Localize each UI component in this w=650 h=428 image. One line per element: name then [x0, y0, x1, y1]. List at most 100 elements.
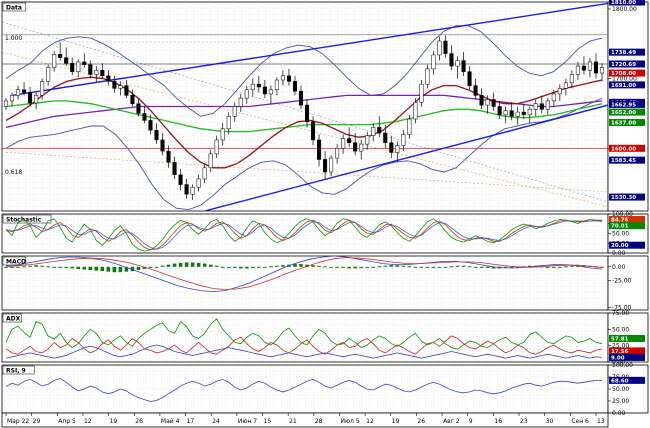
- y-tick-label: -75.00: [612, 304, 632, 311]
- macd-histogram-bar: [269, 266, 273, 268]
- channel-lower-line: [204, 104, 608, 211]
- candle-body: [268, 89, 273, 95]
- macd-histogram-bar: [148, 266, 153, 268]
- panel-label-box: [2, 2, 27, 12]
- candle-body: [166, 150, 171, 163]
- candle-body: [533, 103, 538, 110]
- macd-histogram-bar: [449, 266, 454, 268]
- candle-body: [539, 103, 544, 110]
- y-tick-label: 0.00: [612, 264, 626, 271]
- x-tick-label: Июн 7: [238, 418, 257, 425]
- macd-histogram-bar: [160, 265, 165, 267]
- candle-body: [52, 54, 57, 68]
- x-tick-label: Июл 5: [340, 418, 359, 425]
- panel-label-box: [2, 313, 22, 323]
- value-tag-label: 1662.95: [611, 102, 636, 108]
- axis-frame: [607, 364, 649, 414]
- axis-frame: [607, 255, 649, 311]
- candle-body: [196, 178, 201, 188]
- panel-label: ADX: [6, 316, 21, 323]
- macd-histogram-bar: [46, 266, 50, 268]
- y-tick-label: 75.00: [612, 310, 629, 317]
- candle-body: [419, 83, 424, 103]
- y-tick-label: 0.00: [612, 250, 626, 257]
- value-tag: [609, 222, 645, 230]
- macd-histogram-bar: [52, 266, 56, 268]
- panel-label-box: [2, 365, 35, 375]
- candle-body: [575, 65, 580, 75]
- x-tick-label: 23: [520, 418, 528, 425]
- macd-histogram-bar: [485, 266, 490, 268]
- macd-histogram-bar: [64, 266, 68, 268]
- macd-histogram-bar: [166, 264, 171, 267]
- macd-histogram-bar: [58, 266, 62, 268]
- fib-fan-line: [2, 51, 608, 208]
- macd-histogram-bar: [142, 266, 147, 269]
- macd-histogram-bar: [94, 266, 99, 271]
- candle-body: [70, 63, 75, 72]
- value-tag-label: 1691.00: [611, 83, 636, 89]
- value-tag: [609, 156, 645, 164]
- value-tag-label: 70.01: [611, 224, 629, 230]
- value-tag-label: 1810.00: [611, 0, 636, 6]
- macd-histogram-bar: [395, 265, 400, 267]
- y-tick-label: 50.00: [612, 386, 629, 393]
- x-tick-label: 12: [84, 418, 92, 425]
- macd-histogram-bar: [558, 266, 562, 268]
- candle-body: [485, 99, 490, 106]
- candle-body: [569, 74, 574, 84]
- panel-adx: 75.00 50.00 25.00 0.00 ADX 57.81 17.569.00: [1, 310, 649, 366]
- candle-body: [491, 99, 496, 107]
- macd-histogram-bar: [570, 265, 574, 267]
- macd-histogram-bar: [317, 265, 321, 267]
- candle-body: [317, 139, 322, 160]
- x-tick-label: 26: [417, 418, 425, 425]
- macd-histogram-bar: [238, 266, 243, 269]
- value-tag: [609, 100, 645, 108]
- macd-histogram-bar: [371, 266, 376, 268]
- macd-histogram-bar: [546, 266, 550, 268]
- y-tick-label: 25.00: [612, 398, 629, 405]
- candle-body: [323, 159, 328, 173]
- value-tag: [609, 241, 645, 249]
- candle-body: [377, 127, 382, 134]
- macd-histogram-bar: [202, 263, 207, 267]
- macd-histogram-bar: [347, 266, 351, 269]
- value-tag-label: 9.00: [611, 355, 625, 361]
- value-tag: [609, 69, 645, 77]
- value-tag-label: 1637.00: [611, 121, 636, 127]
- macd-histogram-bar: [437, 266, 442, 268]
- candle-body: [479, 95, 484, 106]
- value-tag-label: 1583.45: [611, 158, 636, 164]
- macd-histogram-bar: [190, 262, 195, 267]
- x-tick-label: 19: [392, 418, 400, 425]
- value-tag-label: 17.56: [611, 349, 629, 355]
- candle-body: [395, 145, 400, 153]
- y-tick-label: 0.00: [612, 410, 626, 417]
- candle-body: [298, 90, 304, 106]
- candle-body: [461, 60, 466, 72]
- candle-body: [58, 54, 63, 58]
- candle-body: [130, 95, 135, 104]
- candle-body: [557, 88, 562, 95]
- macd-histogram-bar: [353, 266, 357, 269]
- candle-body: [34, 95, 39, 104]
- fib-fan-line: [2, 151, 608, 193]
- macd-histogram-bar: [401, 265, 406, 267]
- value-tag: [609, 347, 645, 355]
- panel-plot: [5, 318, 603, 359]
- x-tick-label: 28: [315, 418, 323, 425]
- panel-plot: [5, 218, 603, 252]
- candle-body: [244, 89, 249, 99]
- candle-body: [545, 100, 550, 110]
- value-tag: [609, 215, 645, 223]
- macd-histogram-bar: [509, 266, 514, 268]
- series--di-line: [5, 335, 603, 355]
- fib-annotation: 1.000: [5, 35, 22, 42]
- macd-histogram-bar: [359, 266, 363, 268]
- value-tag: [609, 119, 645, 127]
- moving-average-fast: [5, 76, 603, 169]
- candle-body: [587, 61, 592, 71]
- candle-body: [563, 82, 568, 89]
- candle-body: [509, 110, 514, 117]
